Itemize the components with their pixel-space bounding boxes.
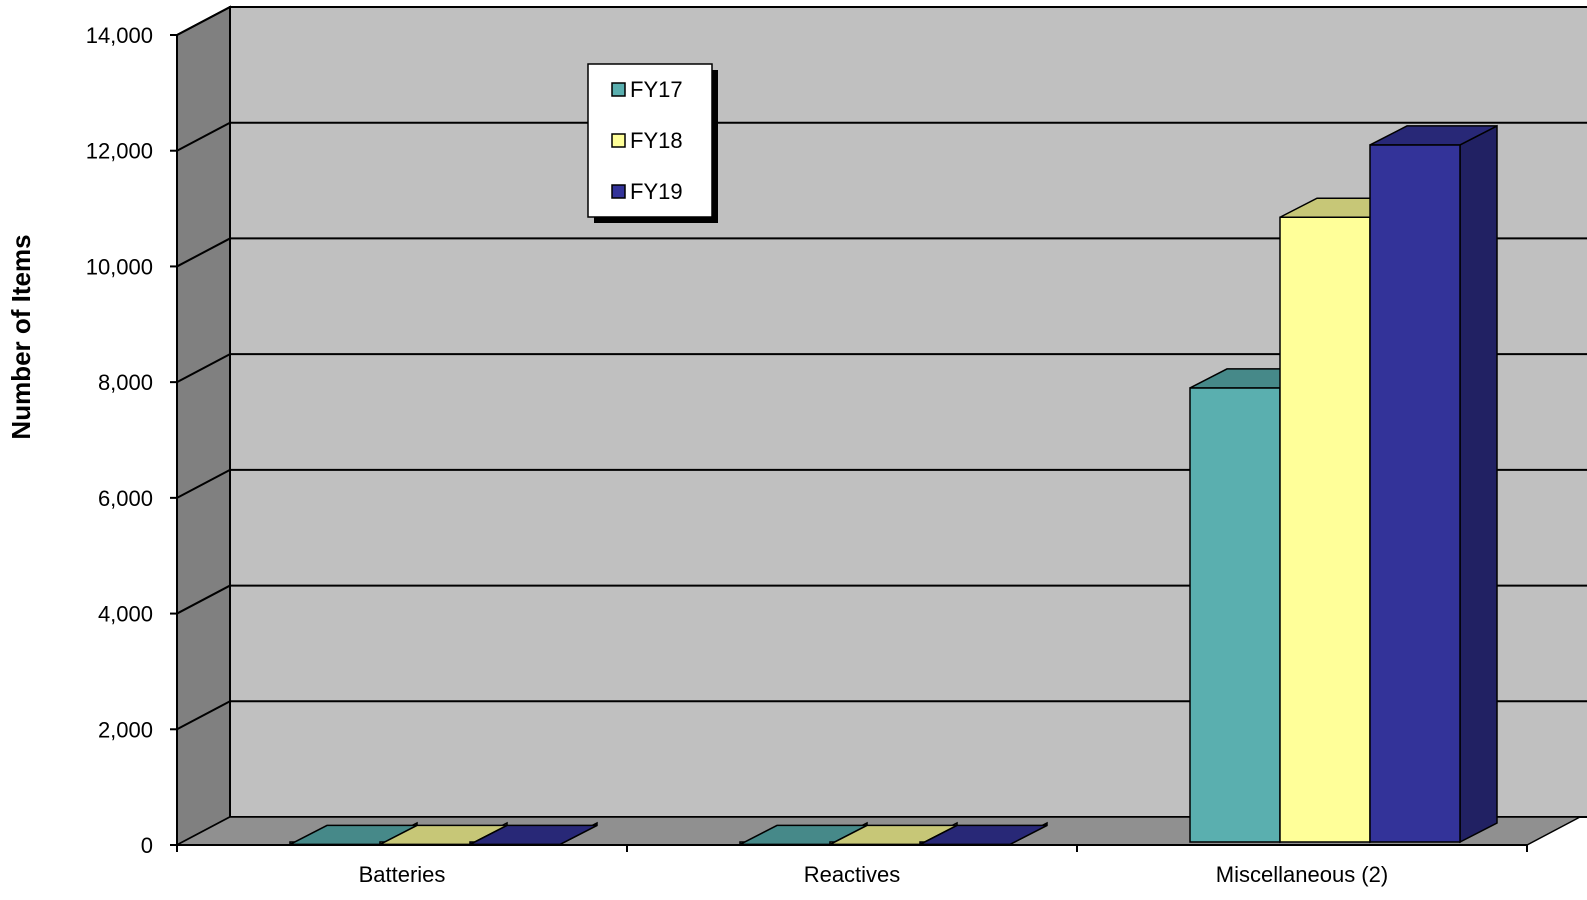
y-tick-labels: 0 2,000 4,000 6,000 8,000 10,000 12,000 14,000 (86, 23, 153, 858)
y-tick-label: 4,000 (98, 602, 153, 627)
x-tick-labels: Batteries Reactives Miscellaneous (2) (359, 862, 1389, 887)
gridline-side (176, 700, 231, 731)
legend-swatch (611, 133, 626, 148)
y-tick-label: 12,000 (86, 139, 153, 164)
axes (170, 34, 1528, 852)
y-tick-label: 8,000 (98, 370, 153, 395)
bar-front (1189, 387, 1281, 843)
legend-swatch (611, 82, 626, 97)
legend-box (587, 63, 713, 218)
y-tick-label: 0 (141, 833, 153, 858)
y-tick-label: 6,000 (98, 486, 153, 511)
legend-label: FY18 (630, 128, 683, 153)
gridline-side (176, 237, 231, 268)
legend-swatch (611, 184, 626, 199)
x-tick-label: Reactives (804, 862, 901, 887)
x-tick-label: Miscellaneous (2) (1216, 862, 1388, 887)
y-tick-label: 10,000 (86, 254, 153, 279)
bar-front (1279, 216, 1371, 843)
x-tick-label: Batteries (359, 862, 446, 887)
y-tick-label: 2,000 (98, 717, 153, 742)
legend-label: FY19 (630, 179, 683, 204)
y-axis-title: Number of Items (6, 234, 36, 439)
legend-label: FY17 (630, 77, 683, 102)
bar-side (1459, 124, 1498, 844)
bar-front (1369, 144, 1461, 843)
gridline-side (176, 584, 231, 615)
gridline-side (176, 468, 231, 499)
y-tick-label: 14,000 (86, 23, 153, 48)
gridline-side (176, 121, 231, 152)
gridline-side (176, 353, 231, 384)
bar (1369, 124, 1498, 844)
side-wall (176, 5, 231, 847)
bar-top (1369, 125, 1498, 146)
legend: FY17 FY18 FY19 (587, 63, 718, 223)
bars (289, 124, 1498, 846)
gridline-side (176, 6, 231, 36)
